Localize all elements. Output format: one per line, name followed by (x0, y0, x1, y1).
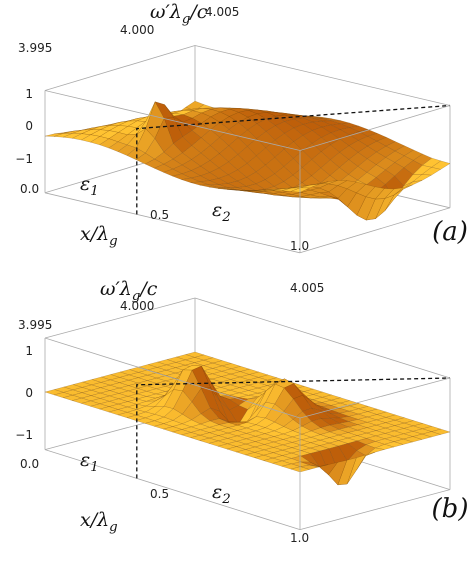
x-tick-label: 0.5 (150, 487, 169, 501)
panel: 3.9954.0004.005ω′λg/c10−10.00.51.0x/λgε1… (15, 278, 468, 545)
region-label-base: ε (80, 173, 90, 195)
freq-title: ω′λg/c (100, 278, 158, 304)
x-tick-label: 1.0 (290, 239, 309, 253)
region-label: ε2 (212, 481, 231, 507)
z-tick-label: −1 (15, 152, 33, 166)
freq-title-tail: /c (138, 278, 157, 300)
freq-tick-label: 4.005 (290, 281, 324, 295)
x-tick-label: 0.5 (150, 208, 169, 222)
box-edge (44, 449, 301, 530)
cut-path (136, 104, 451, 215)
region-label-sub: 2 (221, 492, 230, 507)
box-front (44, 337, 451, 530)
cut-path (136, 377, 451, 479)
panel-label: (a) (432, 217, 468, 247)
box-edge (44, 337, 301, 419)
freq-title-base: ω′λ (150, 1, 182, 23)
x-title-base: x/λ (80, 223, 109, 245)
x-title: x/λg (80, 509, 118, 535)
freq-tick-label: 4.000 (120, 23, 154, 37)
box-edge (44, 192, 301, 254)
box-edge (44, 90, 301, 151)
x-tick-label: 0.0 (20, 182, 39, 196)
x-tick-label: 1.0 (290, 531, 309, 545)
freq-tick-label: 3.995 (18, 41, 52, 55)
freq-title-tail: /c (188, 1, 207, 23)
freq-title: ω′λg/c (150, 1, 208, 27)
box-edge (194, 45, 451, 106)
box-front (44, 90, 451, 253)
freq-tick-label: 3.995 (18, 318, 52, 332)
box-edge (194, 297, 451, 379)
region-label-sub: 2 (221, 210, 230, 225)
cut-line (136, 377, 451, 479)
region-label: ε1 (80, 173, 99, 199)
region-label-base: ε (212, 481, 222, 503)
z-tick-label: 1 (25, 87, 33, 101)
z-tick-label: −1 (15, 428, 33, 442)
x-title-sub: g (109, 234, 118, 249)
box-edge (44, 297, 196, 339)
region-label: ε2 (212, 199, 231, 225)
panel: 3.9954.0004.005ω′λg/c10−10.00.51.0x/λgε1… (15, 1, 468, 254)
box-edge (44, 45, 196, 91)
box-edge (299, 489, 451, 530)
region-label-sub: 1 (90, 460, 98, 475)
x-title-base: x/λ (80, 509, 109, 531)
freq-title-sub: g (132, 289, 141, 304)
z-tick-label: 0 (25, 386, 33, 400)
cut-line (136, 104, 451, 215)
x-title: x/λg (80, 223, 118, 249)
freq-title-sub: g (182, 12, 191, 27)
region-label-base: ε (212, 199, 222, 221)
z-tick-label: 0 (25, 119, 33, 133)
box-edge (299, 207, 451, 254)
x-title-sub: g (109, 520, 118, 535)
freq-title-base: ω′λ (100, 278, 132, 300)
x-tick-label: 0.0 (20, 457, 39, 471)
freq-tick-label: 4.000 (120, 299, 154, 313)
box-edge (299, 105, 451, 151)
z-tick-label: 1 (25, 344, 33, 358)
region-label-base: ε (80, 449, 90, 471)
region-label: ε1 (80, 449, 99, 475)
surface (44, 351, 451, 486)
region-label-sub: 1 (90, 184, 98, 199)
freq-tick-label: 4.005 (205, 5, 239, 19)
surface (44, 100, 451, 221)
box-edge (299, 377, 451, 419)
panel-label: (b) (432, 494, 469, 524)
